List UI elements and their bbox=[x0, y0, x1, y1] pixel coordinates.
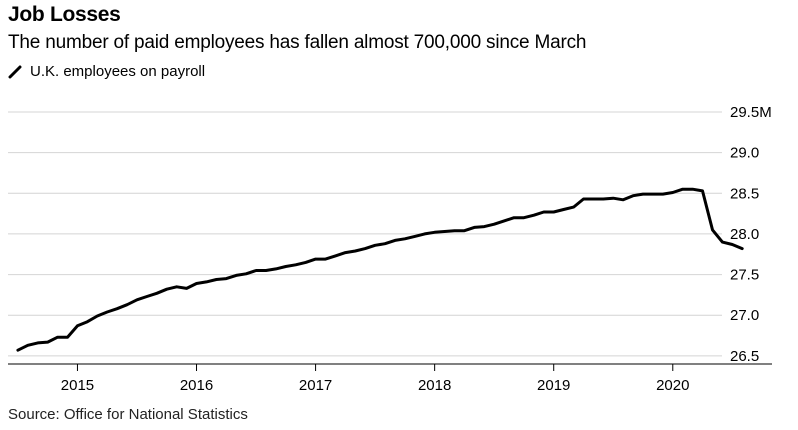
y-tick-label: 29.5M bbox=[730, 104, 772, 121]
chart-subtitle: The number of paid employees has fallen … bbox=[8, 32, 587, 53]
y-tick-label: 27.5 bbox=[730, 267, 759, 284]
x-tick-label: 2020 bbox=[656, 377, 689, 394]
x-tick-label: 2018 bbox=[418, 377, 451, 394]
x-tick-label: 2017 bbox=[299, 377, 332, 394]
x-tick-label: 2019 bbox=[537, 377, 570, 394]
y-tick-label: 29.0 bbox=[730, 145, 759, 162]
chart-title: Job Losses bbox=[8, 3, 121, 26]
legend-label: U.K. employees on payroll bbox=[30, 63, 206, 80]
x-tick-label: 2016 bbox=[180, 377, 213, 394]
y-tick-label: 27.0 bbox=[730, 307, 759, 324]
series-line bbox=[16, 187, 744, 352]
x-tick-label: 2015 bbox=[61, 377, 94, 394]
y-tick-label: 26.5 bbox=[730, 348, 759, 365]
y-tick-label: 28.5 bbox=[730, 185, 759, 202]
legend-line-icon bbox=[8, 65, 22, 78]
legend: U.K. employees on payroll bbox=[8, 63, 205, 80]
source-note: Source: Office for National Statistics bbox=[8, 406, 248, 423]
y-tick-label: 28.0 bbox=[730, 226, 759, 243]
